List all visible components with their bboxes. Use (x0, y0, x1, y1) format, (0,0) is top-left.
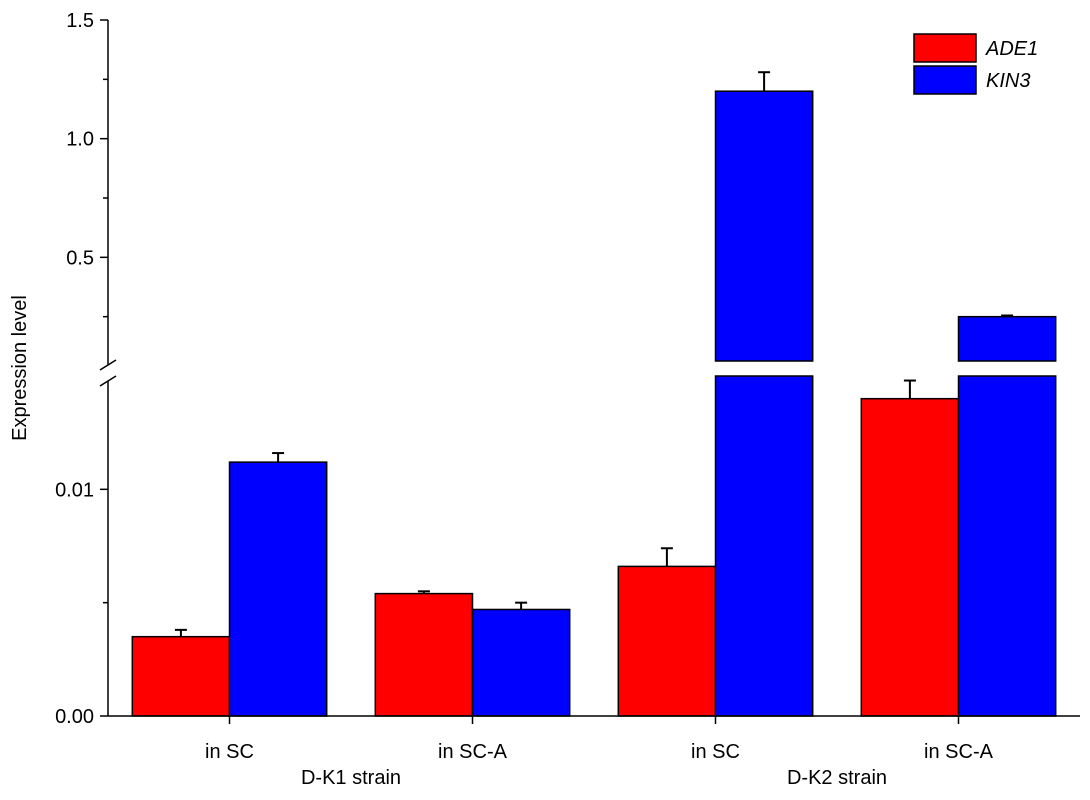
legend-label-kin3: KIN3 (986, 70, 1030, 92)
axis-break-mark (99, 375, 117, 387)
bar-ade1-lower (617, 565, 717, 717)
y-tick-label: 0.5 (66, 247, 94, 269)
group-label: D-K1 strain (301, 767, 401, 789)
ticks-layer: in SC in SC-A in SC in SC-A D-K1 strain D-K2 … (55, 10, 994, 789)
y-tick-label: 1.0 (66, 129, 94, 151)
bar-kin3-lower (228, 461, 328, 717)
bar-kin3-upper (957, 315, 1057, 362)
bar-kin3-lower (714, 375, 814, 717)
legend-swatch-ade1 (913, 33, 977, 63)
x-tick-label: in SC (205, 741, 254, 763)
x-tick-label: in SC-A (438, 741, 508, 763)
bar-ade1-lower (131, 635, 231, 717)
bar-ade1-lower (860, 397, 960, 717)
group-label: D-K2 strain (787, 767, 887, 789)
axis-break-mark (99, 359, 117, 371)
y-tick-label: 0.00 (55, 706, 94, 728)
legend: ADE1 KIN3 (913, 33, 1038, 95)
bar-kin3-lower (957, 375, 1057, 717)
bar-ade1-lower (374, 592, 474, 717)
y-tick-label: 1.5 (66, 10, 94, 32)
x-tick-label: in SC-A (924, 741, 994, 763)
bar-kin3-lower (471, 608, 571, 717)
bar-kin3-upper (714, 90, 814, 362)
y-axis-title: Expression level (9, 295, 31, 441)
legend-label-ade1: ADE1 (985, 38, 1038, 60)
axes-layer (99, 20, 1080, 717)
legend-swatch-kin3 (913, 65, 977, 95)
x-tick-label: in SC (691, 741, 740, 763)
bars-layer (131, 71, 1057, 717)
y-tick-label: 0.01 (55, 479, 94, 501)
